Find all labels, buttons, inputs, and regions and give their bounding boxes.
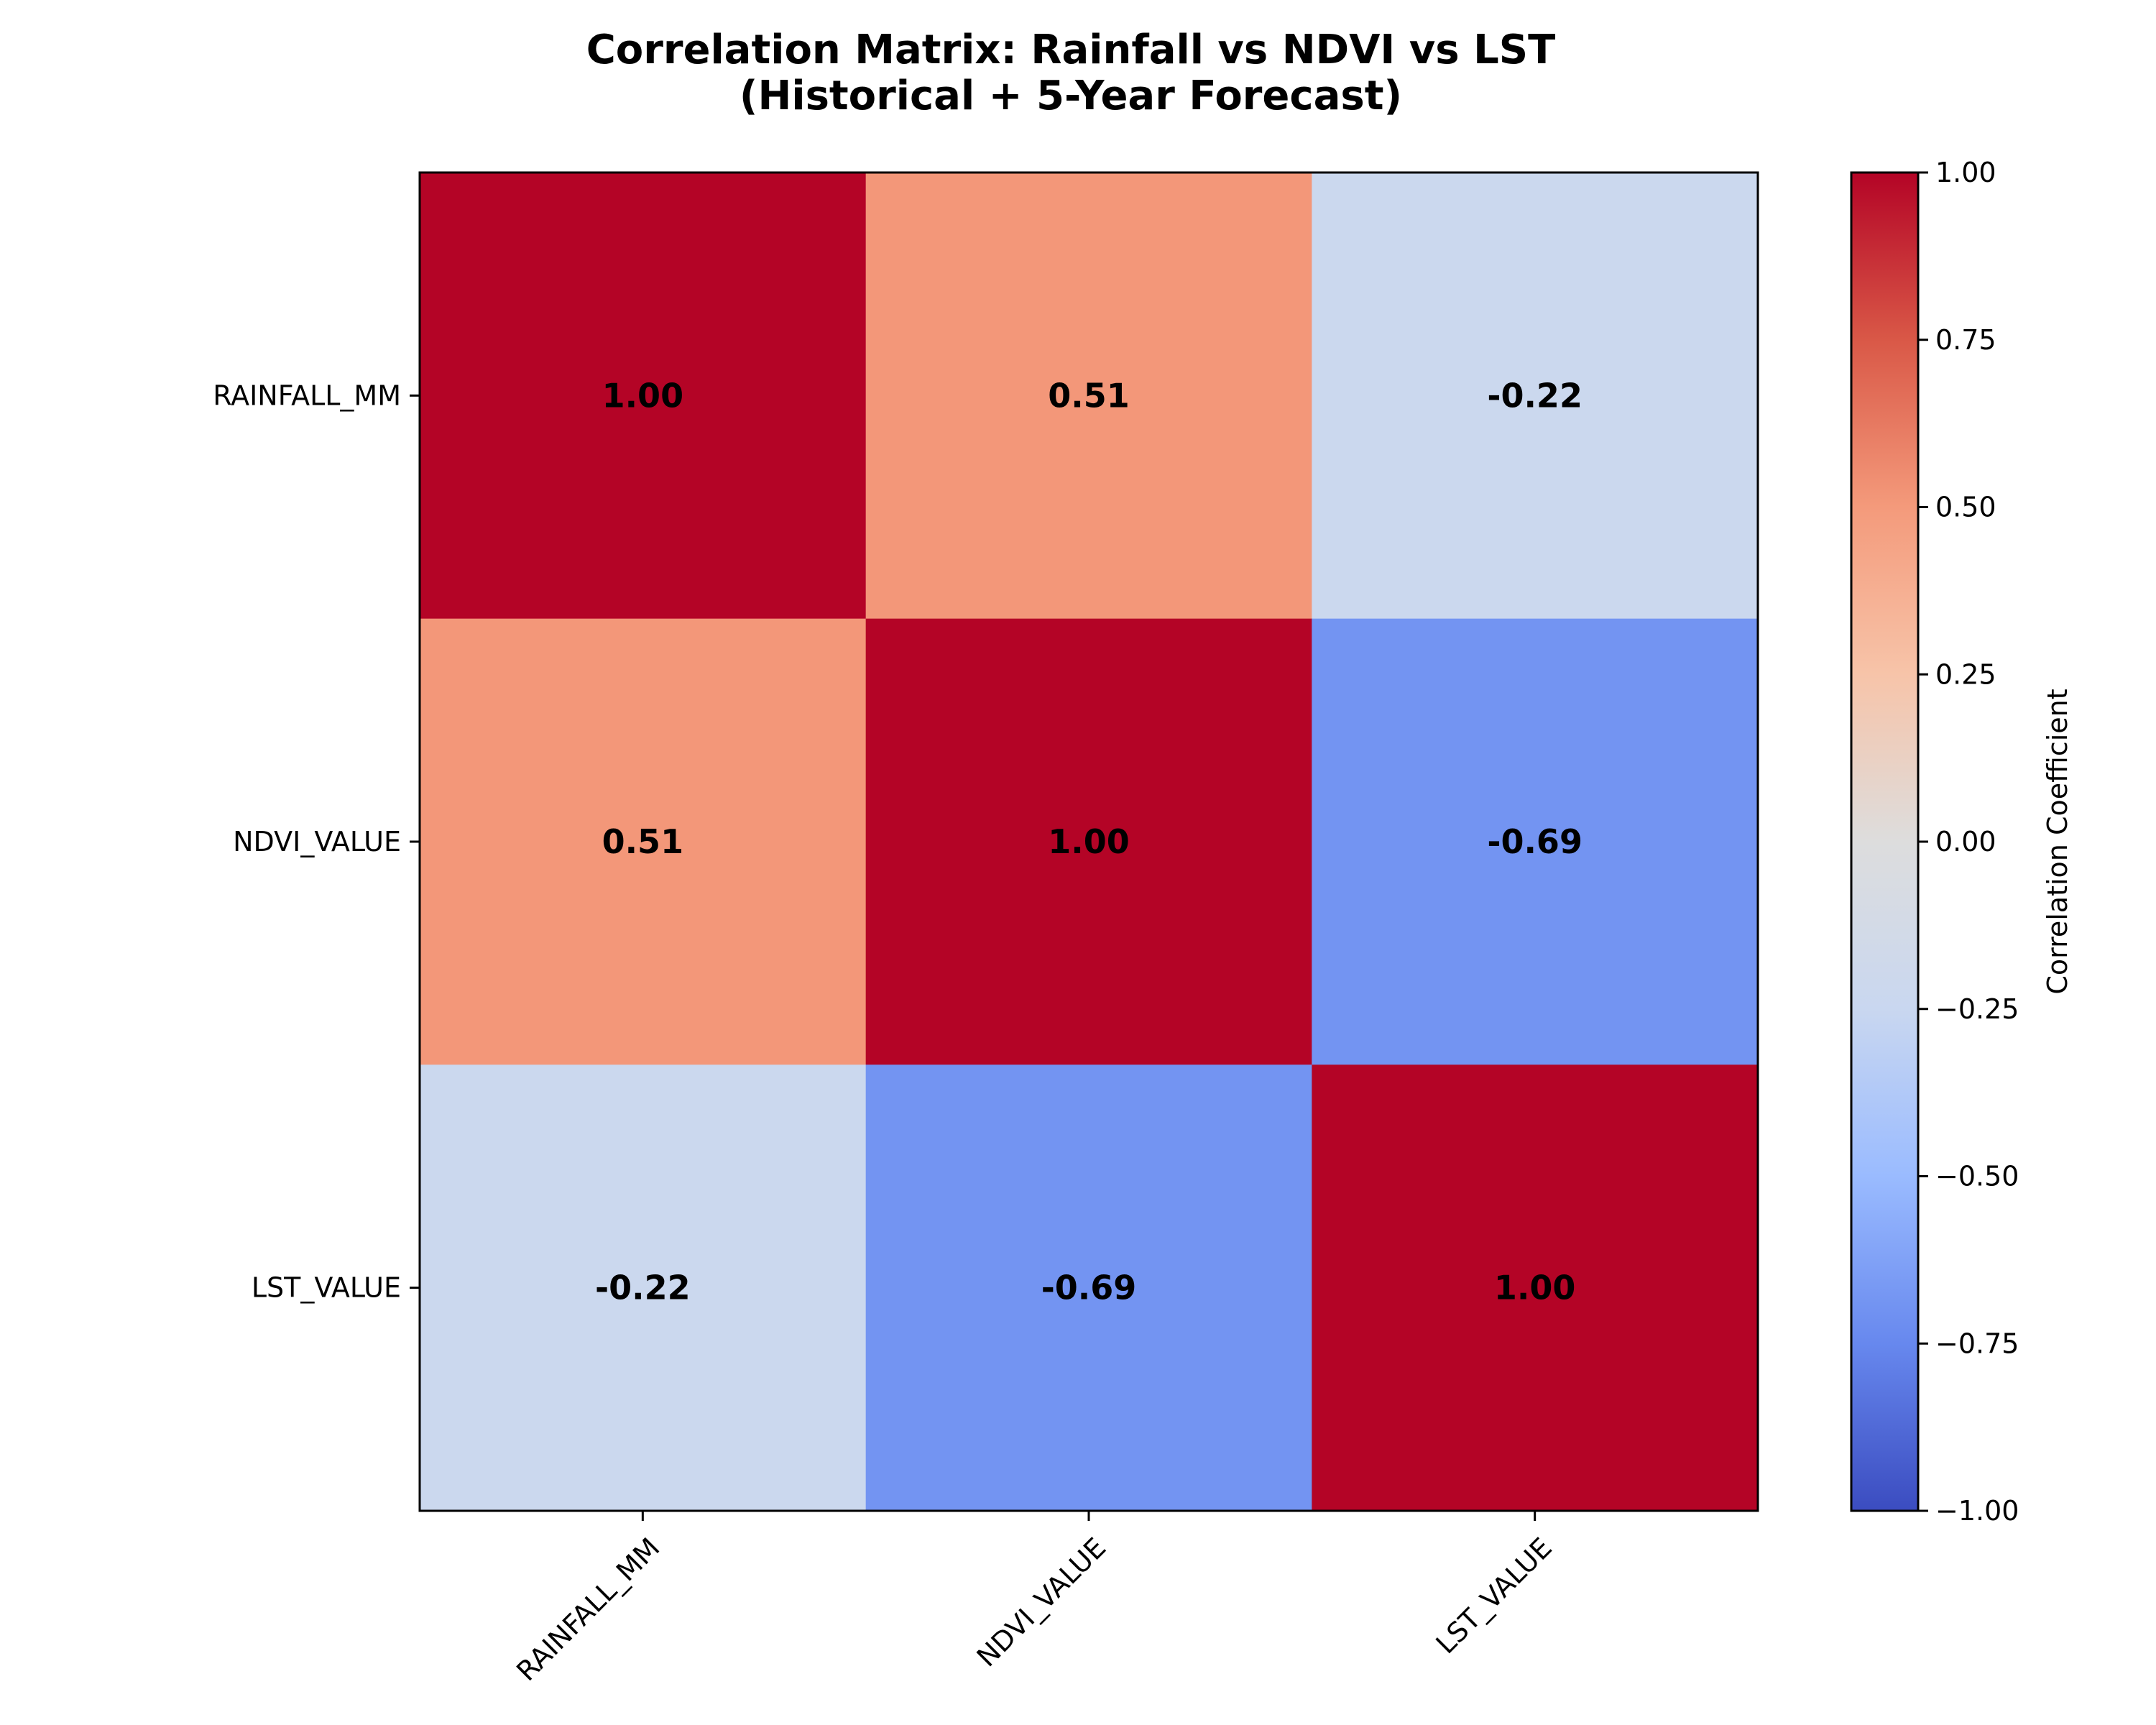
colorbar-tick-label: −0.50 <box>1935 1161 2019 1192</box>
heatmap-cell <box>865 618 1312 1065</box>
heatmap-value-label: 1.00 <box>1048 822 1130 861</box>
heatmap-cell <box>420 618 867 1065</box>
y-axis: RAINFALL_MM NDVI_VALUE LST_VALUE <box>213 380 420 1304</box>
x-tick-label: NDVI_VALUE <box>971 1532 1112 1673</box>
y-tick-label: NDVI_VALUE <box>233 826 401 857</box>
heatmap-cell <box>1312 172 1759 620</box>
heatmap-cell <box>420 1064 867 1512</box>
colorbar-ticks: 1.00 0.75 0.50 0.25 0.00 −0.25 −0.50 −0.75 −1.00 <box>1918 157 2019 1527</box>
colorbar-tick-label: 0.75 <box>1935 324 1996 356</box>
chart-title-line-2: (Historical + 5-Year Forecast) <box>740 73 1402 119</box>
heatmap-value-label: 1.00 <box>602 376 684 415</box>
x-tick-label: RAINFALL_MM <box>510 1532 665 1687</box>
heatmap-value-labels: 1.00 0.51 -0.22 0.51 1.00 -0.69 -0.22 -0.69 1.00 <box>595 376 1583 1307</box>
y-tick-label: RAINFALL_MM <box>213 380 401 411</box>
heatmap-cell <box>1312 618 1759 1065</box>
x-tick-label: LST_VALUE <box>1430 1532 1558 1660</box>
heatmap-cell <box>865 172 1312 620</box>
heatmap-cells <box>420 172 1759 1512</box>
colorbar-tick-label: 0.00 <box>1935 826 1996 857</box>
colorbar-tick-label: 0.25 <box>1935 658 1996 690</box>
colorbar-tick-label: −0.75 <box>1935 1328 2019 1359</box>
chart-title-line-1: Correlation Matrix: Rainfall vs NDVI vs … <box>586 27 1556 73</box>
colorbar-tick-label: −1.00 <box>1935 1495 2019 1527</box>
colorbar-tick-label: 1.00 <box>1935 157 1996 188</box>
heatmap-value-label: -0.69 <box>1041 1269 1137 1307</box>
heatmap-value-label: 0.51 <box>1048 376 1130 415</box>
colorbar <box>1850 171 1920 1512</box>
y-tick-label: LST_VALUE <box>252 1272 401 1304</box>
colorbar-label: Correlation Coefficient <box>2042 689 2073 994</box>
colorbar-tick-label: −0.25 <box>1935 993 2019 1025</box>
heatmap-value-label: -0.22 <box>595 1269 691 1307</box>
heatmap-value-label: 1.00 <box>1494 1269 1576 1307</box>
x-axis: RAINFALL_MM NDVI_VALUE LST_VALUE <box>510 1511 1558 1687</box>
heatmap-value-label: -0.22 <box>1487 376 1583 415</box>
heatmap-value-label: 0.51 <box>602 822 684 861</box>
heatmap-value-label: -0.69 <box>1487 822 1583 861</box>
heatmap-cell <box>420 172 867 620</box>
colorbar-tick-label: 0.50 <box>1935 492 1996 523</box>
heatmap-cell <box>1312 1064 1759 1512</box>
heatmap-cell <box>865 1064 1312 1512</box>
